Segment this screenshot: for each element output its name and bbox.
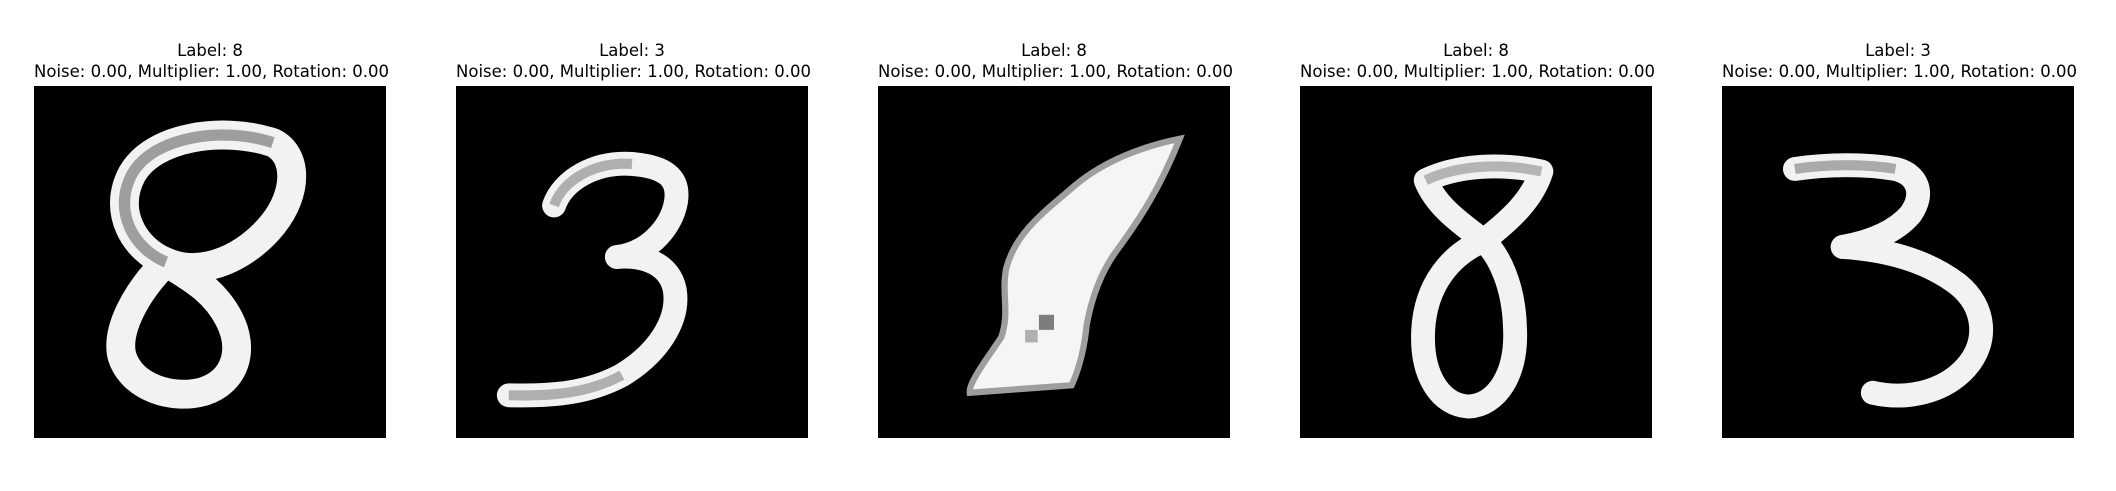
digit-image: [456, 86, 808, 438]
digit-panel-1: Label: 8 Noise: 0.00, Multiplier: 1.00, …: [34, 40, 389, 438]
digit-image: [1722, 86, 2074, 438]
digit-panel-2: Label: 3 Noise: 0.00, Multiplier: 1.00, …: [456, 40, 811, 438]
digit-8-glyph: [1300, 86, 1652, 438]
digit-3-glyph: [456, 86, 808, 438]
panel-params-title: Noise: 0.00, Multiplier: 1.00, Rotation:…: [34, 62, 389, 81]
digit-panel-4: Label: 8 Noise: 0.00, Multiplier: 1.00, …: [1300, 40, 1655, 438]
digit-panel-3: Label: 8 Noise: 0.00, Multiplier: 1.00, …: [878, 40, 1233, 438]
digit-3-glyph: [1722, 86, 2074, 438]
digit-8-glyph: [34, 86, 386, 438]
digit-panel-5: Label: 3 Noise: 0.00, Multiplier: 1.00, …: [1722, 40, 2077, 438]
digit-image: [1300, 86, 1652, 438]
panel-label-title: Label: 3: [1865, 41, 1931, 60]
panel-label-title: Label: 8: [1443, 41, 1509, 60]
digit-8-glyph: [878, 86, 1230, 438]
digit-image: [878, 86, 1230, 438]
panel-label-title: Label: 3: [599, 41, 665, 60]
panel-params-title: Noise: 0.00, Multiplier: 1.00, Rotation:…: [456, 62, 811, 81]
panel-params-title: Noise: 0.00, Multiplier: 1.00, Rotation:…: [1722, 62, 2077, 81]
panel-label-title: Label: 8: [177, 41, 243, 60]
panel-params-title: Noise: 0.00, Multiplier: 1.00, Rotation:…: [878, 62, 1233, 81]
digit-image: [34, 86, 386, 438]
panel-params-title: Noise: 0.00, Multiplier: 1.00, Rotation:…: [1300, 62, 1655, 81]
panel-label-title: Label: 8: [1021, 41, 1087, 60]
